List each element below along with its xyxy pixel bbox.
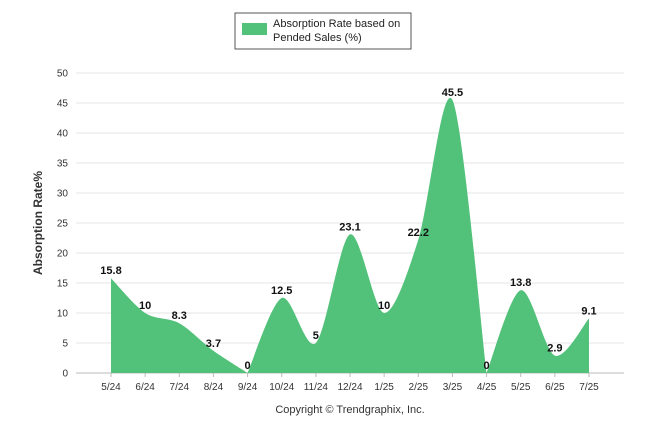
y-axis-ticks: 0 5 10 15 20 25 30 35 40 45 50 [57,69,69,380]
y-tick-label: 35 [57,159,69,170]
data-label: 2.9 [547,343,562,355]
x-tick-label: 9/24 [238,382,258,393]
x-tick-label: 6/25 [545,382,565,393]
x-tick-label: 7/25 [579,382,599,393]
data-label: 0 [245,360,251,372]
y-tick-label: 0 [62,369,68,380]
data-label: 5 [313,330,319,342]
y-tick-label: 50 [57,69,69,80]
legend[interactable]: Absorption Rate based on Pended Sales (%… [234,12,412,50]
y-tick-label: 10 [57,309,69,320]
data-label: 8.3 [172,310,187,322]
area-segment [247,97,487,374]
y-axis-title: Absorption Rate% [31,171,45,275]
data-label: 9.1 [581,305,596,317]
area-segment [486,290,589,373]
y-tick-label: 20 [57,249,69,260]
x-tick-label: 12/24 [337,382,362,393]
data-labels: 15.8 10 8.3 3.7 0 12.5 5 23.1 10 22.2 45.5 0 13.8 2.9… [100,87,596,372]
area-segment [111,278,248,373]
data-label: 3.7 [206,338,221,350]
x-tick-label: 5/25 [511,382,531,393]
copyright-footer: Copyright © Trendgraphix, Inc. [275,404,424,416]
data-label: 22.2 [408,227,429,239]
y-tick-label: 30 [57,189,69,200]
legend-label-line-1: Absorption Rate based on [273,18,400,30]
area-layer [111,97,589,374]
legend-label-line-2: Pended Sales (%) [273,32,362,44]
data-label: 10 [378,300,390,312]
data-label: 13.8 [510,277,531,289]
x-tick-label: 6/24 [135,382,155,393]
data-label: 10 [139,300,151,312]
data-label: 15.8 [100,265,121,277]
x-tick-label: 7/24 [170,382,190,393]
x-tick-label: 8/24 [204,382,224,393]
y-tick-label: 45 [57,99,69,110]
x-tick-label: 5/24 [101,382,121,393]
x-axis-ticks: 5/24 6/24 7/24 8/24 9/24 10/24 11/24 12/24 1/25 2… [101,373,599,393]
y-tick-label: 25 [57,219,69,230]
data-label: 0 [484,360,490,372]
y-tick-label: 5 [62,339,68,350]
y-tick-label: 40 [57,129,69,140]
x-tick-label: 2/25 [409,382,429,393]
y-tick-label: 15 [57,279,69,290]
x-tick-label: 3/25 [443,382,463,393]
x-tick-label: 11/24 [304,382,329,393]
legend-swatch [242,23,267,35]
x-tick-label: 10/24 [269,382,294,393]
x-tick-label: 1/25 [374,382,394,393]
data-label: 12.5 [271,285,292,297]
x-tick-label: 4/25 [477,382,497,393]
data-label: 45.5 [442,87,463,99]
data-label: 23.1 [339,221,360,233]
